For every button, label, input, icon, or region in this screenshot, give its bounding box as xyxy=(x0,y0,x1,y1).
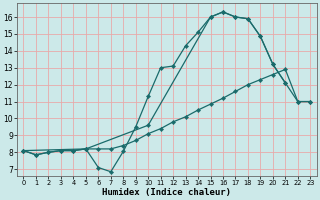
X-axis label: Humidex (Indice chaleur): Humidex (Indice chaleur) xyxy=(102,188,231,197)
